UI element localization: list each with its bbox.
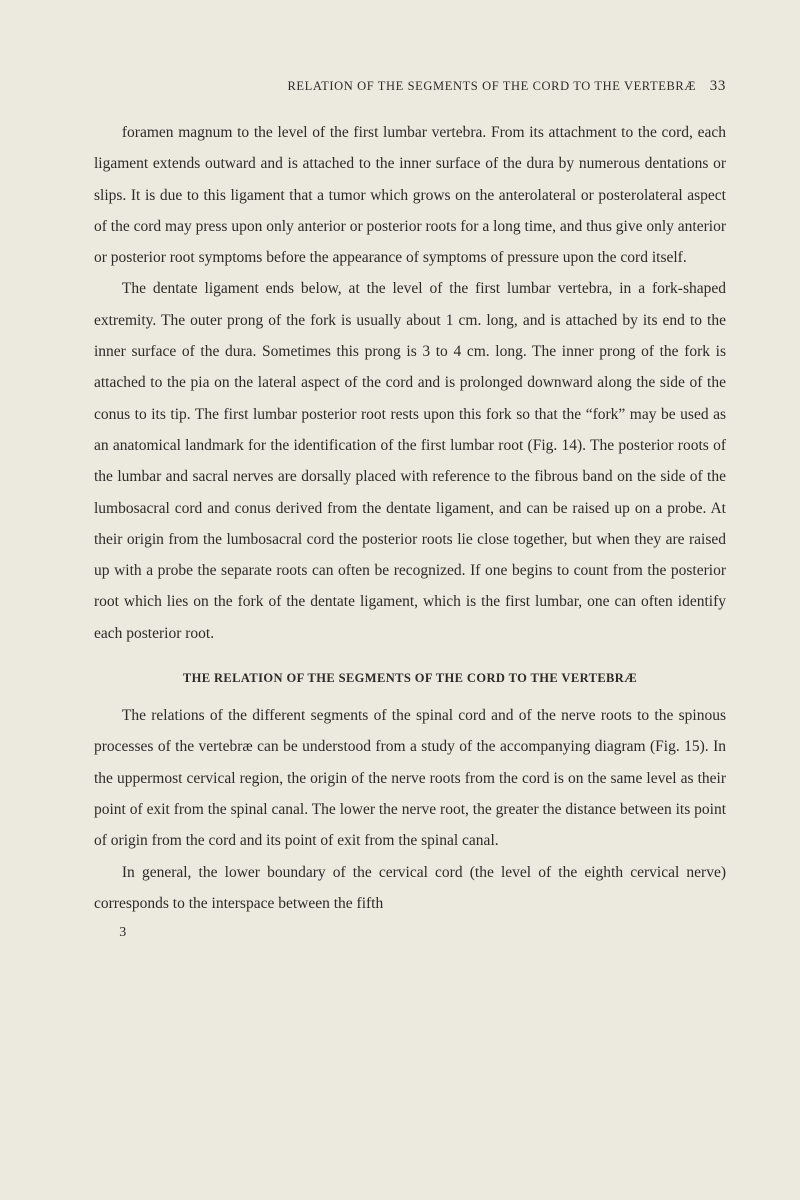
body-paragraph: The dentate ligament ends below, at the … [94,273,726,649]
signature-mark: 3 [94,925,726,941]
body-paragraph: The relations of the different segments … [94,700,726,856]
body-paragraph: In general, the lower boundary of the ce… [94,857,726,920]
section-title: THE RELATION OF THE SEGMENTS OF THE CORD… [94,671,726,686]
running-head-text: RELATION OF THE SEGMENTS OF THE CORD TO … [287,79,696,93]
running-head: RELATION OF THE SEGMENTS OF THE CORD TO … [94,78,726,95]
page-number: 33 [710,78,726,94]
page: RELATION OF THE SEGMENTS OF THE CORD TO … [0,0,800,1200]
body-paragraph: foramen magnum to the level of the first… [94,117,726,273]
